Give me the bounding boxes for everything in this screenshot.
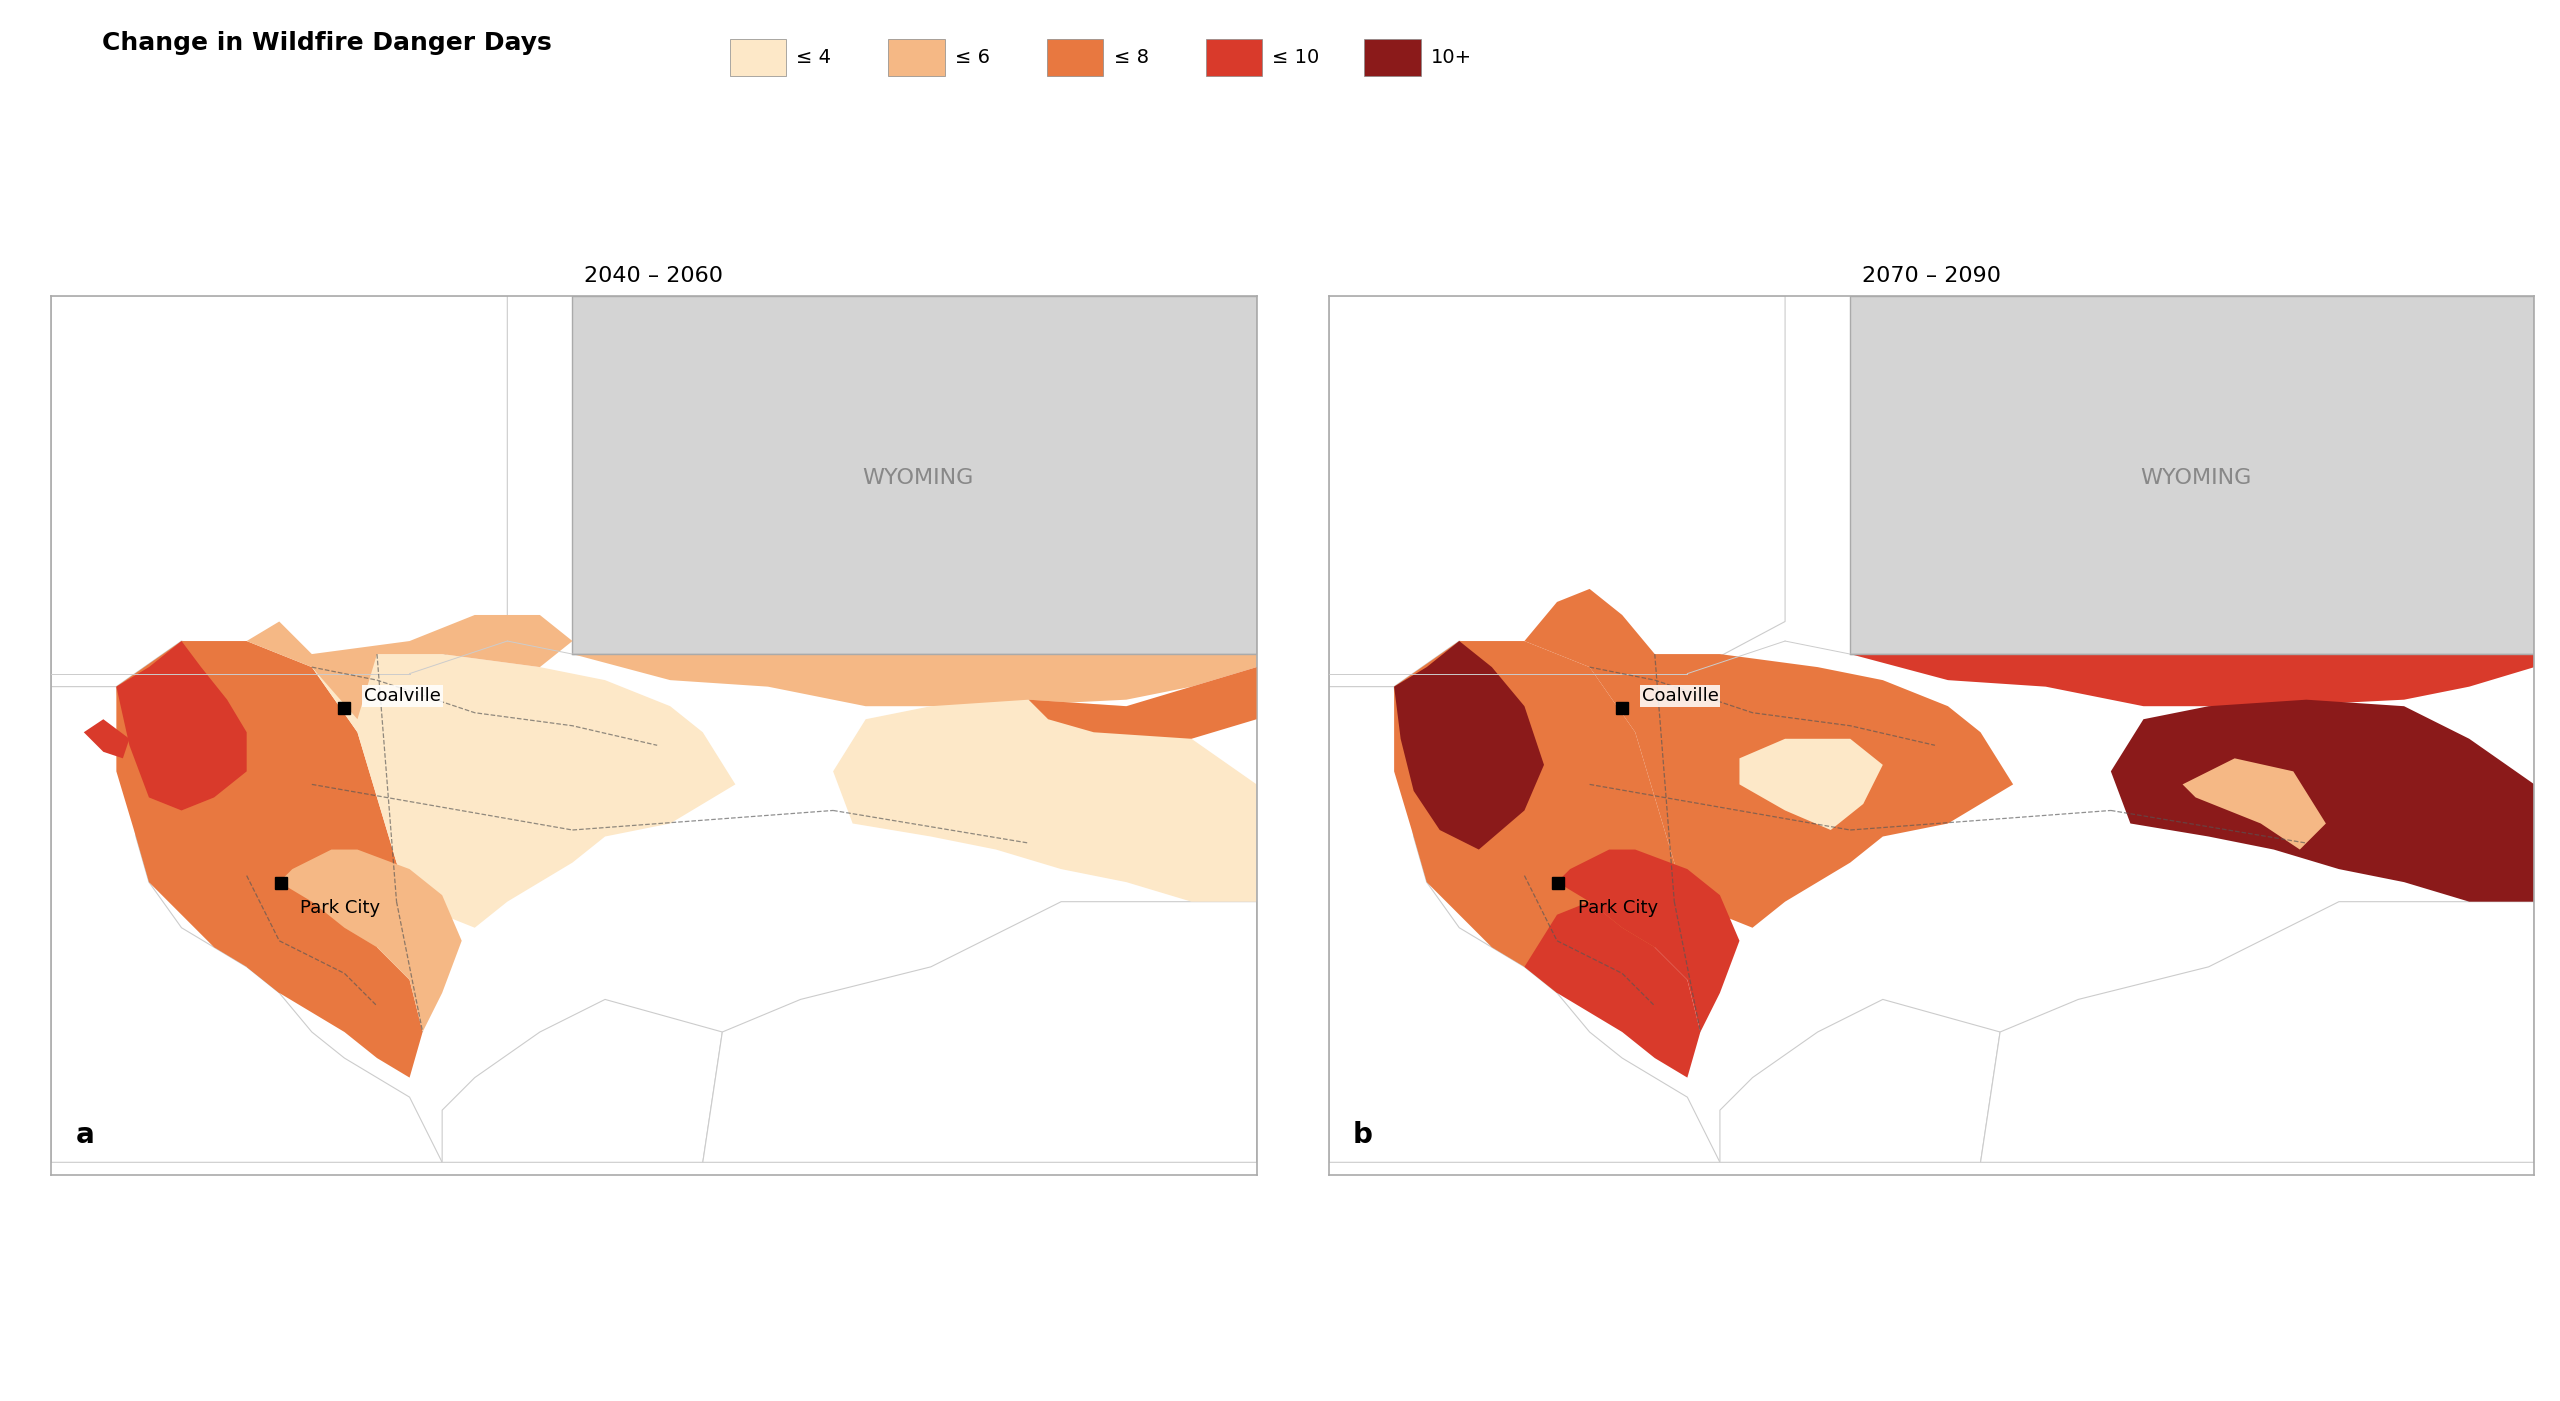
- Text: Coalville: Coalville: [1641, 686, 1718, 705]
- Polygon shape: [1523, 588, 1654, 719]
- Polygon shape: [832, 699, 1257, 902]
- Polygon shape: [573, 654, 1257, 706]
- Polygon shape: [84, 719, 131, 758]
- Polygon shape: [1851, 296, 2534, 654]
- Polygon shape: [312, 654, 735, 927]
- Polygon shape: [51, 296, 507, 686]
- Polygon shape: [573, 296, 1257, 654]
- Title: 2040 – 2060: 2040 – 2060: [584, 266, 724, 286]
- Text: ≤ 8: ≤ 8: [1114, 48, 1149, 67]
- Polygon shape: [1738, 738, 1882, 829]
- Text: Park City: Park City: [1577, 899, 1659, 916]
- Text: Change in Wildfire Danger Days: Change in Wildfire Danger Days: [102, 31, 553, 55]
- Polygon shape: [51, 686, 443, 1163]
- Text: Park City: Park City: [300, 899, 381, 916]
- Text: Coalville: Coalville: [364, 686, 440, 705]
- Polygon shape: [704, 902, 1257, 1163]
- Polygon shape: [246, 615, 573, 719]
- Text: a: a: [74, 1121, 95, 1149]
- Text: WYOMING: WYOMING: [863, 468, 973, 488]
- Polygon shape: [115, 642, 410, 993]
- Text: b: b: [1354, 1121, 1372, 1149]
- Polygon shape: [1556, 849, 1738, 1033]
- Polygon shape: [2184, 758, 2327, 849]
- Polygon shape: [1720, 999, 1999, 1163]
- Polygon shape: [279, 849, 461, 1033]
- Polygon shape: [246, 902, 422, 1077]
- Text: ≤ 10: ≤ 10: [1272, 48, 1318, 67]
- Polygon shape: [1590, 654, 2012, 927]
- Polygon shape: [1329, 686, 1720, 1163]
- Polygon shape: [1029, 667, 1257, 738]
- Polygon shape: [1329, 296, 1784, 686]
- Polygon shape: [1851, 654, 2534, 706]
- Polygon shape: [1981, 902, 2534, 1163]
- Polygon shape: [1523, 902, 1700, 1077]
- Polygon shape: [2112, 699, 2534, 902]
- Text: WYOMING: WYOMING: [2140, 468, 2250, 488]
- Polygon shape: [443, 999, 722, 1163]
- Polygon shape: [1395, 642, 1544, 849]
- Text: 10+: 10+: [1431, 48, 1472, 67]
- Polygon shape: [115, 642, 246, 810]
- Title: 2070 – 2090: 2070 – 2090: [1861, 266, 2002, 286]
- Text: ≤ 6: ≤ 6: [955, 48, 991, 67]
- Polygon shape: [1395, 642, 1687, 993]
- Text: ≤ 4: ≤ 4: [796, 48, 832, 67]
